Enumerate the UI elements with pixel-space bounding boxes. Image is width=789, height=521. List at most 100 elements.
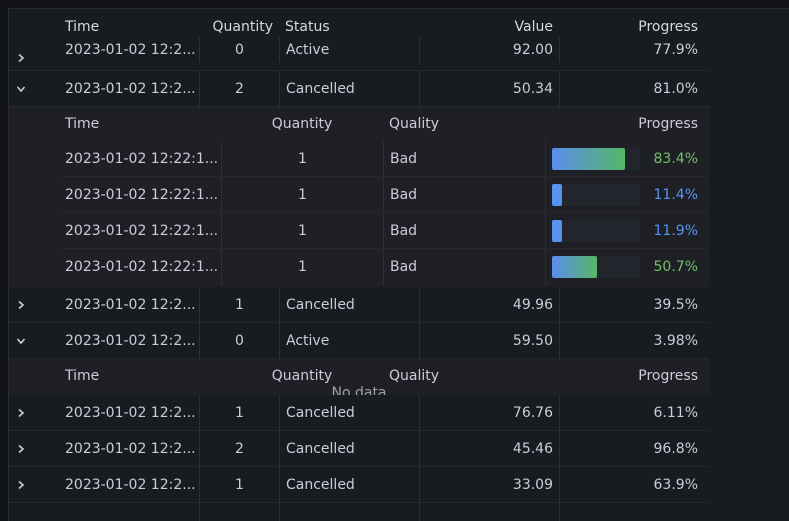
progress-bar [552, 219, 640, 242]
nested-cell-time: 2023-01-02 12:22:1... [65, 222, 219, 239]
table-row[interactable]: 2023-01-02 12:2... 1 Cancelled 49.96 39.… [9, 287, 709, 323]
table-header: Time Quantity Status Value Progress [9, 9, 709, 45]
progress-value: 83.4% [653, 150, 698, 167]
cell-status: Cancelled [279, 395, 419, 430]
cell-quantity: 2 [199, 71, 279, 106]
table-row[interactable]: 2023-01-02 12:2... 1 Cancelled 33.09 63.… [9, 467, 709, 503]
header-status[interactable]: Status [285, 19, 330, 35]
cell-status: Cancelled [279, 431, 419, 466]
header-quantity[interactable]: Quantity [212, 19, 274, 35]
nested-cell-progress: 11.9% [545, 213, 704, 248]
expand-row-button[interactable] [9, 287, 33, 322]
cell-status: Cancelled [279, 467, 419, 502]
nested-cell-progress: 50.7% [545, 249, 704, 285]
nested-cell-progress: 83.4% [545, 141, 704, 176]
collapse-row-button[interactable] [9, 71, 33, 106]
nested-header-time[interactable]: Time [65, 368, 100, 384]
cell-progress: 39.5% [559, 287, 704, 322]
nested-table-empty: Time Quantity Quality Progress No data [9, 359, 709, 395]
progress-bar-fill [552, 256, 597, 278]
header-time[interactable]: Time [65, 19, 100, 35]
chevron-down-icon [16, 337, 26, 344]
nested-cell-time: 2023-01-02 12:22:1... [65, 150, 219, 167]
cell-divider [559, 503, 704, 521]
nested-header-quantity[interactable]: Quantity [271, 368, 333, 384]
header-progress[interactable]: Progress [638, 19, 698, 35]
table-panel: Time Quantity Status Value Progress 2023… [8, 8, 789, 521]
nested-table: Time Quantity Quality Progress 2023-01-0… [9, 107, 709, 287]
nested-cell-time: 2023-01-02 12:22:1... [65, 259, 219, 275]
cell-progress: 96.8% [559, 431, 704, 466]
nested-cell-quantity: 1 [221, 213, 383, 248]
chevron-down-icon [16, 85, 26, 92]
cell-progress: 77.9% [559, 37, 704, 62]
cell-status: Active [279, 37, 419, 62]
cell-time: 2023-01-02 12:2... [65, 296, 196, 313]
cell-quantity: 0 [199, 323, 279, 358]
nested-cell-quality: Bad [383, 177, 545, 212]
nested-header-progress[interactable]: Progress [638, 368, 698, 384]
cell-status: Cancelled [279, 71, 419, 106]
expand-row-button[interactable] [9, 467, 33, 502]
header-value[interactable]: Value [514, 19, 553, 35]
expand-row-button[interactable] [9, 431, 33, 466]
nested-cell-quantity: 1 [221, 249, 383, 285]
progress-value: 50.7% [653, 259, 698, 275]
nested-header-quantity[interactable]: Quantity [271, 116, 333, 132]
no-data-text: No data [331, 385, 387, 395]
cell-status: Active [279, 323, 419, 358]
table-row[interactable]: 2023-01-02 12:2... 2 Cancelled 50.34 81.… [9, 71, 709, 107]
nested-row[interactable]: 2023-01-02 12:22:1... 1 Bad 50.7% [59, 249, 709, 285]
progress-value: 11.4% [653, 186, 698, 203]
nested-table-header: Time Quantity Quality Progress [59, 107, 709, 141]
cell-value: 45.46 [419, 431, 559, 466]
nested-header-progress[interactable]: Progress [638, 116, 698, 132]
nested-header-quality[interactable]: Quality [389, 116, 440, 132]
nested-row[interactable]: 2023-01-02 12:22:1... 1 Bad 11.4% [59, 177, 709, 213]
cell-quantity: 1 [199, 287, 279, 322]
cell-quantity: 0 [199, 37, 279, 62]
chevron-right-icon [18, 444, 25, 453]
cell-progress: 81.0% [559, 71, 704, 106]
progress-bar [552, 147, 640, 170]
cell-progress: 3.98% [559, 323, 704, 358]
table-row[interactable] [9, 503, 709, 521]
cell-value: 49.96 [419, 287, 559, 322]
progress-bar-fill [552, 147, 626, 170]
cell-divider [279, 503, 419, 521]
nested-cell-quality: Bad [383, 249, 545, 285]
chevron-right-icon [18, 300, 25, 309]
nested-row[interactable]: 2023-01-02 12:22:1... 1 Bad 11.9% [59, 213, 709, 249]
table-row[interactable]: 2023-01-02 12:2... 0 Active 59.50 3.98% [9, 323, 709, 359]
table-row[interactable]: 2023-01-02 12:2... 0 Active 92.00 77.9% [9, 37, 709, 71]
progress-bar-fill [552, 219, 563, 242]
cell-value: 50.34 [419, 71, 559, 106]
cell-value: 92.00 [419, 37, 559, 62]
cell-time: 2023-01-02 12:2... [65, 440, 196, 457]
cell-divider [199, 503, 279, 521]
table-row[interactable]: 2023-01-02 12:2... 2 Cancelled 45.46 96.… [9, 431, 709, 467]
nested-cell-quantity: 1 [221, 141, 383, 176]
progress-bar-fill [552, 183, 563, 206]
chevron-right-icon [18, 480, 25, 489]
nested-row[interactable]: 2023-01-02 12:22:1... 1 Bad 83.4% [59, 141, 709, 177]
table-row[interactable]: 2023-01-02 12:2... 1 Cancelled 76.76 6.1… [9, 395, 709, 431]
cell-value: 33.09 [419, 467, 559, 502]
nested-cell-time: 2023-01-02 12:22:1... [65, 186, 219, 203]
nested-cell-progress: 11.4% [545, 177, 704, 212]
cell-quantity: 1 [199, 395, 279, 430]
cell-progress: 63.9% [559, 467, 704, 502]
expand-row-button[interactable] [9, 45, 33, 70]
nested-header-quality[interactable]: Quality [389, 368, 440, 384]
cell-value: 76.76 [419, 395, 559, 430]
nested-cell-quality: Bad [383, 213, 545, 248]
cell-divider [419, 503, 559, 521]
chevron-right-icon [18, 53, 25, 62]
cell-time: 2023-01-02 12:2... [65, 404, 196, 421]
cell-quantity: 2 [199, 431, 279, 466]
collapse-row-button[interactable] [9, 323, 33, 358]
nested-table-header: Time Quantity Quality Progress [59, 359, 709, 393]
expand-row-button[interactable] [9, 395, 33, 430]
cell-value: 59.50 [419, 323, 559, 358]
nested-header-time[interactable]: Time [65, 116, 100, 132]
